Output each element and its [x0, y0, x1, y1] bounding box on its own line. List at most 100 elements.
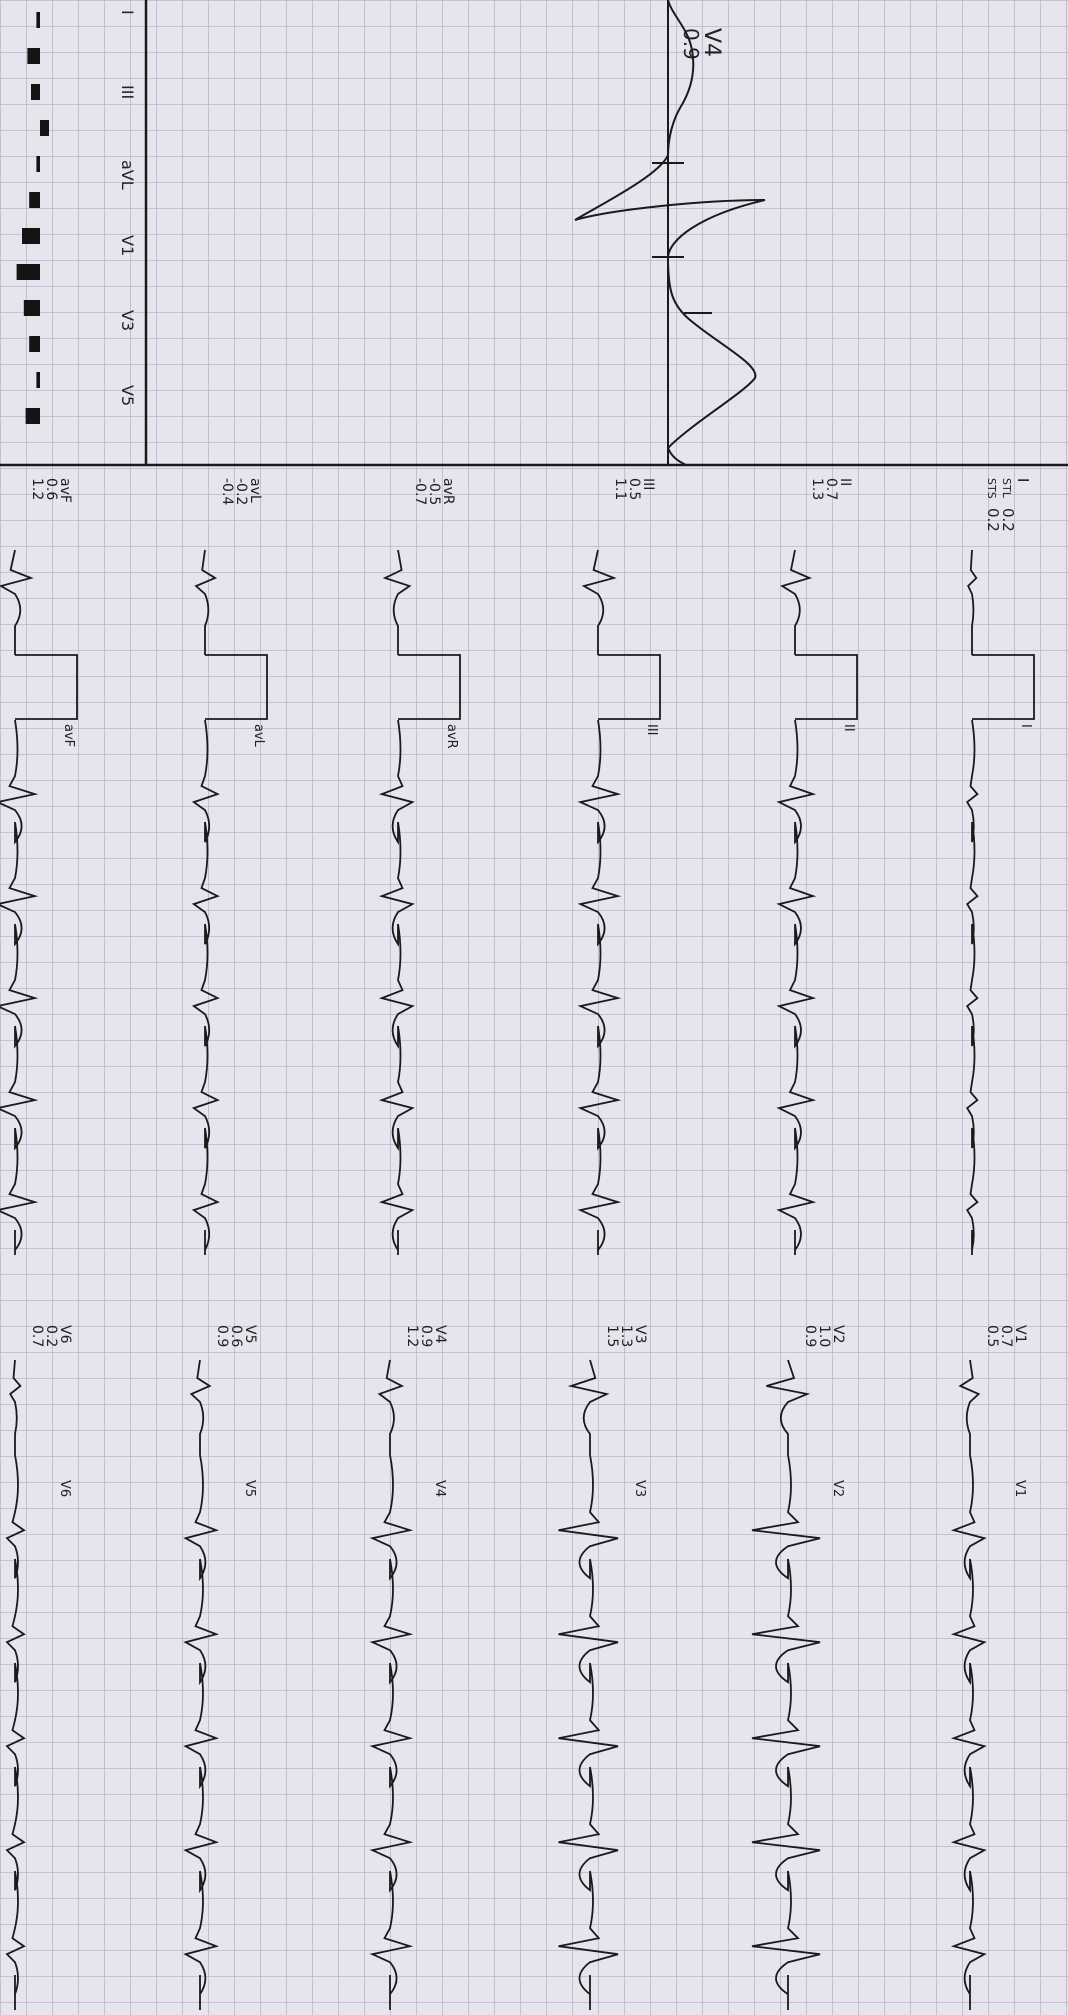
- svg-text:V4: V4: [432, 1325, 448, 1344]
- calibration-pulse: [15, 654, 78, 720]
- svg-text:I: I: [1018, 724, 1033, 728]
- svg-text:III: III: [640, 478, 656, 490]
- st-bar: [23, 300, 40, 316]
- lead-name-label: III: [644, 724, 659, 736]
- svg-text:1.0: 1.0: [816, 1325, 832, 1347]
- svg-text:V6: V6: [57, 1325, 73, 1344]
- lead-value-sts: 1.2: [404, 1325, 420, 1347]
- lead-value-stl: 0.9: [418, 1325, 434, 1347]
- lead-name-label: V6: [57, 1480, 72, 1497]
- svg-text:-0.4: -0.4: [219, 478, 235, 505]
- lead-value-stl: -0.5: [426, 478, 442, 505]
- lead-value-sts: 1.5: [604, 1325, 620, 1347]
- lead-name-label: II: [841, 724, 856, 732]
- lead-value-sts: 0.7: [29, 1325, 45, 1347]
- svg-text:0.7: 0.7: [29, 1325, 45, 1347]
- lead-value-sts: 1.2: [29, 478, 45, 500]
- st-bar-graph: [16, 12, 49, 424]
- st-bar: [29, 192, 40, 208]
- calibration-pulse: [972, 654, 1035, 720]
- svg-text:avR: avR: [440, 478, 456, 505]
- header-lead-label: I: [1014, 478, 1032, 482]
- median-beat: [574, 0, 766, 466]
- svg-text:0.7: 0.7: [823, 478, 839, 500]
- lead-rhythm-trace: [776, 719, 817, 1255]
- svg-text:avL: avL: [247, 478, 263, 503]
- lead-snippet: [567, 1359, 610, 1455]
- svg-text:V3: V3: [118, 310, 137, 331]
- st-bar: [31, 84, 40, 100]
- svg-text:1.3: 1.3: [809, 478, 825, 500]
- lead-value-header: avL: [247, 478, 263, 503]
- svg-text:V5: V5: [242, 1480, 257, 1497]
- lead-value-header: V4: [432, 1325, 448, 1344]
- svg-text:aVL: aVL: [118, 160, 137, 190]
- svg-text:V3: V3: [632, 1480, 647, 1497]
- st-bar: [36, 372, 40, 388]
- lead-rhythm-trace: [577, 719, 622, 1255]
- lead-value-header: V3: [632, 1325, 648, 1343]
- lead-value-sts: -0.4: [219, 478, 235, 505]
- lead-value-stl: 0.6: [228, 1325, 244, 1347]
- lead-value-stl: 0.7: [998, 1325, 1014, 1347]
- svg-text:V1: V1: [1012, 1480, 1027, 1497]
- lead-name-label: avL: [251, 724, 266, 748]
- st-bar: [27, 48, 40, 64]
- svg-text:0.9: 0.9: [214, 1325, 230, 1347]
- svg-text:1.3: 1.3: [618, 1325, 634, 1347]
- calibration-pulse: [205, 654, 268, 720]
- lead-value-header: V5: [242, 1325, 258, 1343]
- lead-value-stl: -0.2: [233, 478, 249, 505]
- lead-rhythm-trace: [558, 1454, 619, 2010]
- lead-value-sts: 0.9: [214, 1325, 230, 1347]
- svg-text:-0.2: -0.2: [233, 478, 249, 505]
- svg-text:avL: avL: [251, 724, 266, 748]
- svg-text:0.7: 0.7: [998, 1325, 1014, 1347]
- lead-rhythm-trace: [950, 1454, 987, 2010]
- st-bar: [29, 336, 40, 352]
- lead-snippet: [382, 549, 412, 655]
- strip-I: II: [966, 478, 1035, 1255]
- st-bar: [36, 156, 40, 172]
- st-bar-lead-label: III: [118, 85, 137, 99]
- svg-text:V5: V5: [118, 385, 137, 406]
- lead-value-stl: 0.5: [626, 478, 642, 500]
- lead-value-header: V2: [830, 1325, 846, 1343]
- lead-value-stl: 0.7: [823, 478, 839, 500]
- lead-name-label: avR: [444, 724, 459, 749]
- svg-text:V2: V2: [830, 1480, 845, 1497]
- lead-value-header: III: [640, 478, 656, 490]
- median-value-label: 0.9: [679, 28, 703, 60]
- lead-rhythm-trace: [191, 719, 220, 1255]
- svg-text:V5: V5: [242, 1325, 258, 1343]
- lead-snippet: [0, 549, 34, 655]
- svg-text:1.2: 1.2: [404, 1325, 420, 1347]
- lead-name-label: V3: [632, 1480, 647, 1497]
- lead-rhythm-trace: [751, 1454, 821, 2010]
- calibration-pulse: [398, 654, 461, 720]
- svg-text:1.2: 1.2: [29, 478, 45, 500]
- st-bar: [36, 12, 40, 28]
- st-bar-lead-label: V1: [118, 235, 137, 256]
- stl-label: STL: [1000, 478, 1013, 499]
- svg-text:V6: V6: [57, 1480, 72, 1497]
- lead-name-label: V5: [242, 1480, 257, 1497]
- sts-value: 0.2: [984, 508, 1002, 532]
- lead-name-label: V2: [830, 1480, 845, 1497]
- lead-value-header: V6: [57, 1325, 73, 1344]
- lead-name-label: V1: [1012, 1480, 1027, 1497]
- calibration-pulse: [795, 654, 858, 720]
- lead-value-sts: 0.9: [802, 1325, 818, 1347]
- svg-text:avR: avR: [444, 724, 459, 749]
